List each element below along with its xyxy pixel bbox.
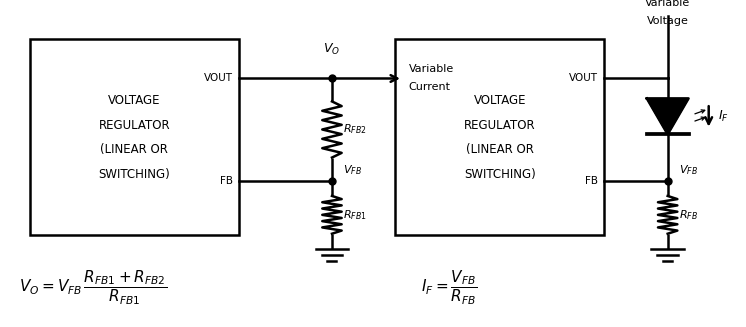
Text: Variable: Variable	[645, 0, 690, 8]
Polygon shape	[647, 98, 689, 134]
Text: $V_{FB}$: $V_{FB}$	[679, 164, 698, 177]
Text: $V_O$: $V_O$	[324, 42, 340, 57]
Text: $R_{FB1}$: $R_{FB1}$	[343, 208, 367, 222]
Text: $I_F$: $I_F$	[718, 109, 729, 124]
Text: Current: Current	[409, 82, 451, 92]
Text: VOUT: VOUT	[569, 74, 598, 83]
Text: $R_{FB2}$: $R_{FB2}$	[343, 123, 367, 136]
Text: REGULATOR: REGULATOR	[464, 119, 536, 131]
Text: VOUT: VOUT	[204, 74, 233, 83]
Text: VOLTAGE: VOLTAGE	[108, 94, 160, 107]
Text: SWITCHING): SWITCHING)	[464, 168, 536, 181]
Text: $V_O = V_{FB}\,\dfrac{R_{FB1}+R_{FB2}}{R_{FB1}}$: $V_O = V_{FB}\,\dfrac{R_{FB1}+R_{FB2}}{R…	[19, 269, 167, 307]
Text: REGULATOR: REGULATOR	[98, 119, 170, 131]
Text: Variable: Variable	[409, 64, 454, 74]
Text: $V_{FB}$: $V_{FB}$	[343, 164, 362, 177]
Text: FB: FB	[220, 176, 233, 185]
Text: (LINEAR OR: (LINEAR OR	[466, 143, 533, 156]
Text: FB: FB	[586, 176, 598, 185]
Text: Voltage: Voltage	[647, 16, 689, 26]
Text: $R_{FB}$: $R_{FB}$	[679, 208, 698, 222]
Text: $I_F = \dfrac{V_{FB}}{R_{FB}}$: $I_F = \dfrac{V_{FB}}{R_{FB}}$	[421, 269, 477, 307]
Text: VOLTAGE: VOLTAGE	[474, 94, 526, 107]
Bar	[30, 39, 239, 235]
Bar	[395, 39, 604, 235]
Text: SWITCHING): SWITCHING)	[98, 168, 170, 181]
Text: (LINEAR OR: (LINEAR OR	[101, 143, 168, 156]
